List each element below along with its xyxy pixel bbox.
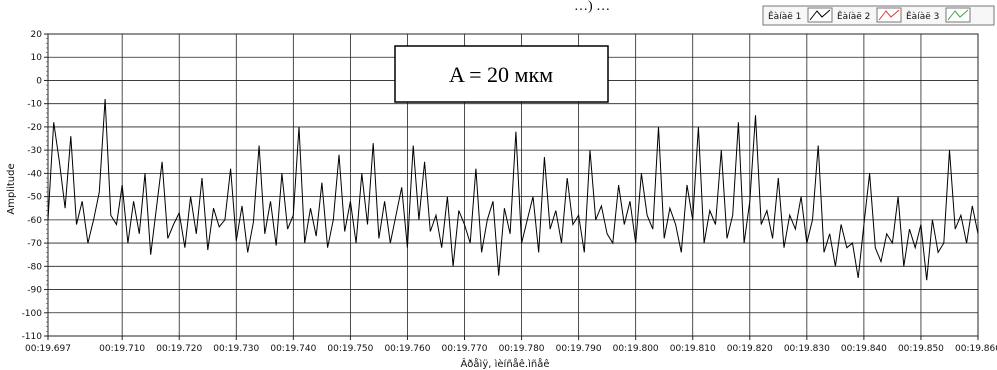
x-tick-label: 00:19.820 <box>727 344 773 354</box>
x-tick-label: 00:19.750 <box>327 344 373 354</box>
y-tick-label: -90 <box>27 286 42 296</box>
legend-line-icon-1 <box>809 9 831 21</box>
y-tick-label: -20 <box>27 123 42 133</box>
annotation-label: A = 20 мкм <box>449 62 553 87</box>
x-axis-title: Âðåìÿ, ìèíñåê.ìñåê <box>460 357 549 370</box>
legend-line-icon-3 <box>947 9 969 21</box>
y-tick-label: -50 <box>27 193 42 203</box>
grid-lines <box>47 33 979 337</box>
y-tick-label: -60 <box>27 216 42 226</box>
y-tick-label: 0 <box>36 76 42 86</box>
legend-label-1: Êàíàë 1 <box>768 10 801 22</box>
x-tick-label: 00:19.780 <box>499 344 545 354</box>
x-tick-label: 00:19.720 <box>156 344 202 354</box>
x-tick-label: 00:19.760 <box>384 344 430 354</box>
annotation-frame <box>394 45 609 103</box>
legend-label-2: Êàíàë 2 <box>837 10 870 22</box>
x-axis: 00:19.697 00:19.710 00:19.720 00:19.730 00:1… <box>25 336 997 354</box>
series-line-1 <box>47 98 979 281</box>
x-tick-label: 00:19.840 <box>841 344 887 354</box>
y-tick-label: -40 <box>27 169 42 179</box>
x-tick-label: 00:19.790 <box>556 344 602 354</box>
y-tick-label: -10 <box>27 100 42 110</box>
y-axis: 20 10 0 -10 -20 -30 -40 -50 -60 -70 -80 -90 -100 -110 <box>22 30 48 342</box>
y-axis-title: Amplitude <box>6 163 17 214</box>
x-tick-label: 00:19.730 <box>213 344 259 354</box>
legend: Êàíàë 1 Êàíàë 2 Êàíàë 3 <box>762 5 995 26</box>
legend-item[interactable]: Êàíàë 2 <box>837 7 902 23</box>
series-layer <box>47 98 979 281</box>
header-fragment: …) … <box>574 0 610 14</box>
x-tick-label: 00:19.830 <box>784 344 830 354</box>
annotation-box: A = 20 мкм <box>394 45 609 103</box>
x-tick-label: 00:19.710 <box>99 344 145 354</box>
legend-line-icon-2 <box>878 9 900 21</box>
y-tick-label: -30 <box>27 146 42 156</box>
x-tick-label: 00:19.860 <box>955 344 997 354</box>
legend-item[interactable]: Êàíàë 3 <box>906 7 971 23</box>
x-tick-label: 00:19.697 <box>25 344 71 354</box>
legend-label-3: Êàíàë 3 <box>906 10 939 22</box>
y-tick-label: -70 <box>27 239 42 249</box>
x-tick-label: 00:19.850 <box>898 344 944 354</box>
x-tick-label: 00:19.810 <box>670 344 716 354</box>
y-tick-label: -110 <box>22 332 43 342</box>
y-tick-label: 20 <box>31 30 43 40</box>
y-tick-label: -100 <box>22 309 43 319</box>
x-tick-label: 00:19.740 <box>270 344 316 354</box>
legend-item[interactable]: Êàíàë 1 <box>768 7 833 23</box>
y-tick-label: -80 <box>27 262 42 272</box>
x-tick-label: 00:19.770 <box>442 344 488 354</box>
x-tick-label: 00:19.800 <box>613 344 659 354</box>
y-tick-label: 10 <box>31 53 43 63</box>
